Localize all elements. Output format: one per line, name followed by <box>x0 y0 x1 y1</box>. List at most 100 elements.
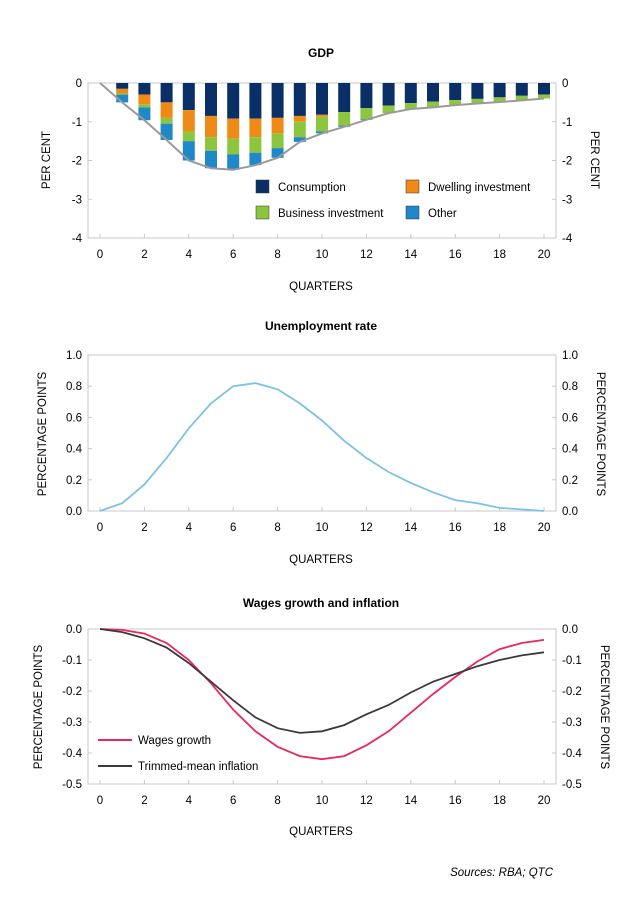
gdp-xtick-label: 8 <box>274 249 280 261</box>
gdp-bar-dwelling-investment <box>294 116 306 122</box>
unemployment-x-label: QUARTERS <box>289 554 353 566</box>
gdp-bar-consumption <box>516 83 528 96</box>
gdp-bar-business-investment <box>360 108 372 119</box>
gdp-bar-consumption <box>449 83 461 100</box>
source-note: Sources: RBA; QTC <box>450 867 554 879</box>
wages-ytick-label-left: -0.1 <box>62 655 82 667</box>
gdp-bar-dwelling-investment <box>183 110 195 131</box>
gdp-xtick-label: 18 <box>493 249 506 261</box>
unemployment-y-label-left: PERCENTAGE POINTS <box>37 371 49 496</box>
wages-xtick-label: 14 <box>404 795 417 807</box>
wages-ytick-label-right: -0.5 <box>562 779 582 791</box>
gdp-xtick-label: 10 <box>316 249 329 261</box>
gdp-ytick-label-left: -4 <box>72 233 83 245</box>
wages-xtick-label: 20 <box>538 795 551 807</box>
unemployment-xtick-label: 6 <box>230 522 236 534</box>
wages-xtick-label: 4 <box>186 795 193 807</box>
gdp-legend-swatch <box>406 180 419 193</box>
gdp-legend-swatch <box>256 180 269 193</box>
unemployment-ytick-label-right: 0.4 <box>562 444 579 456</box>
gdp-bar-dwelling-investment <box>161 102 173 118</box>
gdp-bar-dwelling-investment <box>116 89 128 94</box>
unemployment-ytick-label-right: 0.8 <box>562 381 578 393</box>
unemployment-ytick-label-left: 0.4 <box>66 444 83 456</box>
gdp-xtick-label: 0 <box>97 249 103 261</box>
unemployment-y-label-right: PERCENTAGE POINTS <box>594 372 606 497</box>
gdp-bar-consumption <box>249 83 261 119</box>
unemployment-xtick-label: 2 <box>141 522 147 534</box>
unemployment-xtick-label: 8 <box>274 522 280 534</box>
gdp-bar-other <box>205 151 217 168</box>
gdp-bar-consumption <box>272 83 284 118</box>
gdp-bar-dwelling-investment <box>316 115 328 117</box>
wages-title: Wages growth and inflation <box>243 596 399 610</box>
gdp-xtick-label: 14 <box>404 249 417 261</box>
wages-series-trimmed-mean-inflation <box>100 629 544 733</box>
gdp-xtick-label: 2 <box>141 249 147 261</box>
gdp-panel: GDP 0 0 -1 -1 -2 -2 -3 -3 -4 -4 0 2 4 6 8 10 12 14 16 18 20 C… <box>41 46 600 293</box>
wages-x-label: QUARTERS <box>289 826 353 838</box>
gdp-bar-consumption <box>161 83 173 102</box>
gdp-title: GDP <box>308 46 334 60</box>
unemployment-series-line <box>100 383 544 511</box>
wages-xtick-label: 6 <box>230 795 236 807</box>
unemployment-xtick-label: 10 <box>316 522 329 534</box>
gdp-xtick-label: 4 <box>186 249 193 261</box>
wages-ytick-label-left: 0.0 <box>66 624 82 636</box>
unemployment-xtick-label: 12 <box>360 522 373 534</box>
unemployment-ytick-label-right: 0.0 <box>562 506 578 518</box>
wages-xtick-label: 2 <box>141 795 147 807</box>
gdp-bar-other <box>138 107 150 120</box>
gdp-xtick-label: 12 <box>360 249 373 261</box>
unemployment-frame <box>88 355 556 511</box>
gdp-bar-business-investment <box>294 122 306 138</box>
wages-ytick-label-right: 0.0 <box>562 624 578 636</box>
gdp-plot-area: 0 0 -1 -1 -2 -2 -3 -3 -4 -4 0 2 4 6 8 10 12 14 16 18 20 Consu… <box>72 78 573 261</box>
gdp-bar-consumption <box>183 83 195 110</box>
unemployment-panel: Unemployment rate 1.0 1.00.8 0.80.6 0.60.4 0… <box>37 319 606 566</box>
unemployment-xtick-label: 18 <box>493 522 506 534</box>
gdp-ytick-label-right: 0 <box>562 78 568 90</box>
gdp-bar-consumption <box>138 83 150 95</box>
unemployment-ytick-label-left: 0.6 <box>66 412 82 424</box>
gdp-bar-business-investment <box>205 137 217 151</box>
gdp-bar-consumption <box>427 83 439 102</box>
unemployment-ytick-label-left: 0.8 <box>66 381 82 393</box>
wages-ytick-label-right: -0.1 <box>562 655 582 667</box>
unemployment-ytick-label-left: 0.2 <box>66 475 82 487</box>
gdp-legend-label: Consumption <box>278 182 346 194</box>
gdp-legend-label: Other <box>428 208 457 220</box>
unemployment-xtick-label: 0 <box>97 522 103 534</box>
wages-ytick-label-left: -0.5 <box>62 779 82 791</box>
unemployment-ytick-label-right: 0.6 <box>562 412 578 424</box>
gdp-bar-consumption <box>316 83 328 115</box>
gdp-ytick-label-right: -1 <box>562 117 572 129</box>
gdp-bar-consumption <box>360 83 372 108</box>
wages-ytick-label-right: -0.4 <box>562 748 582 760</box>
gdp-y-label-right: PER CENT <box>588 131 600 189</box>
gdp-bar-business-investment <box>227 139 239 155</box>
gdp-bar-consumption <box>116 83 128 89</box>
gdp-xtick-label: 20 <box>538 249 551 261</box>
gdp-bar-consumption <box>338 83 350 112</box>
gdp-xtick-label: 6 <box>230 249 236 261</box>
gdp-bar-business-investment <box>161 118 173 124</box>
gdp-legend-swatch <box>406 206 419 219</box>
gdp-bar-dwelling-investment <box>249 119 261 138</box>
wages-ytick-label-right: -0.2 <box>562 686 582 698</box>
wages-xtick-label: 16 <box>449 795 462 807</box>
unemployment-title: Unemployment rate <box>265 319 377 333</box>
unemployment-ytick-label-left: 1.0 <box>66 350 82 362</box>
gdp-bar-dwelling-investment <box>138 95 150 105</box>
gdp-x-label: QUARTERS <box>289 281 353 293</box>
gdp-ytick-label-right: -3 <box>562 194 572 206</box>
gdp-ytick-label-right: -4 <box>562 233 573 245</box>
chart-figure: GDP 0 0-1 -1-2 -2-3 -3-4 -40 2 4 6 8 10 12 14 16 18 20C… <box>0 0 643 912</box>
gdp-ytick-label-left: -3 <box>72 194 82 206</box>
gdp-legend-label: Business investment <box>278 208 384 220</box>
wages-legend-label: Trimmed-mean inflation <box>138 761 258 773</box>
gdp-bar-consumption <box>383 83 395 105</box>
gdp-legend-swatch <box>256 206 269 219</box>
wages-y-label-right: PERCENTAGE POINTS <box>598 645 610 770</box>
gdp-bar-other <box>272 148 284 158</box>
